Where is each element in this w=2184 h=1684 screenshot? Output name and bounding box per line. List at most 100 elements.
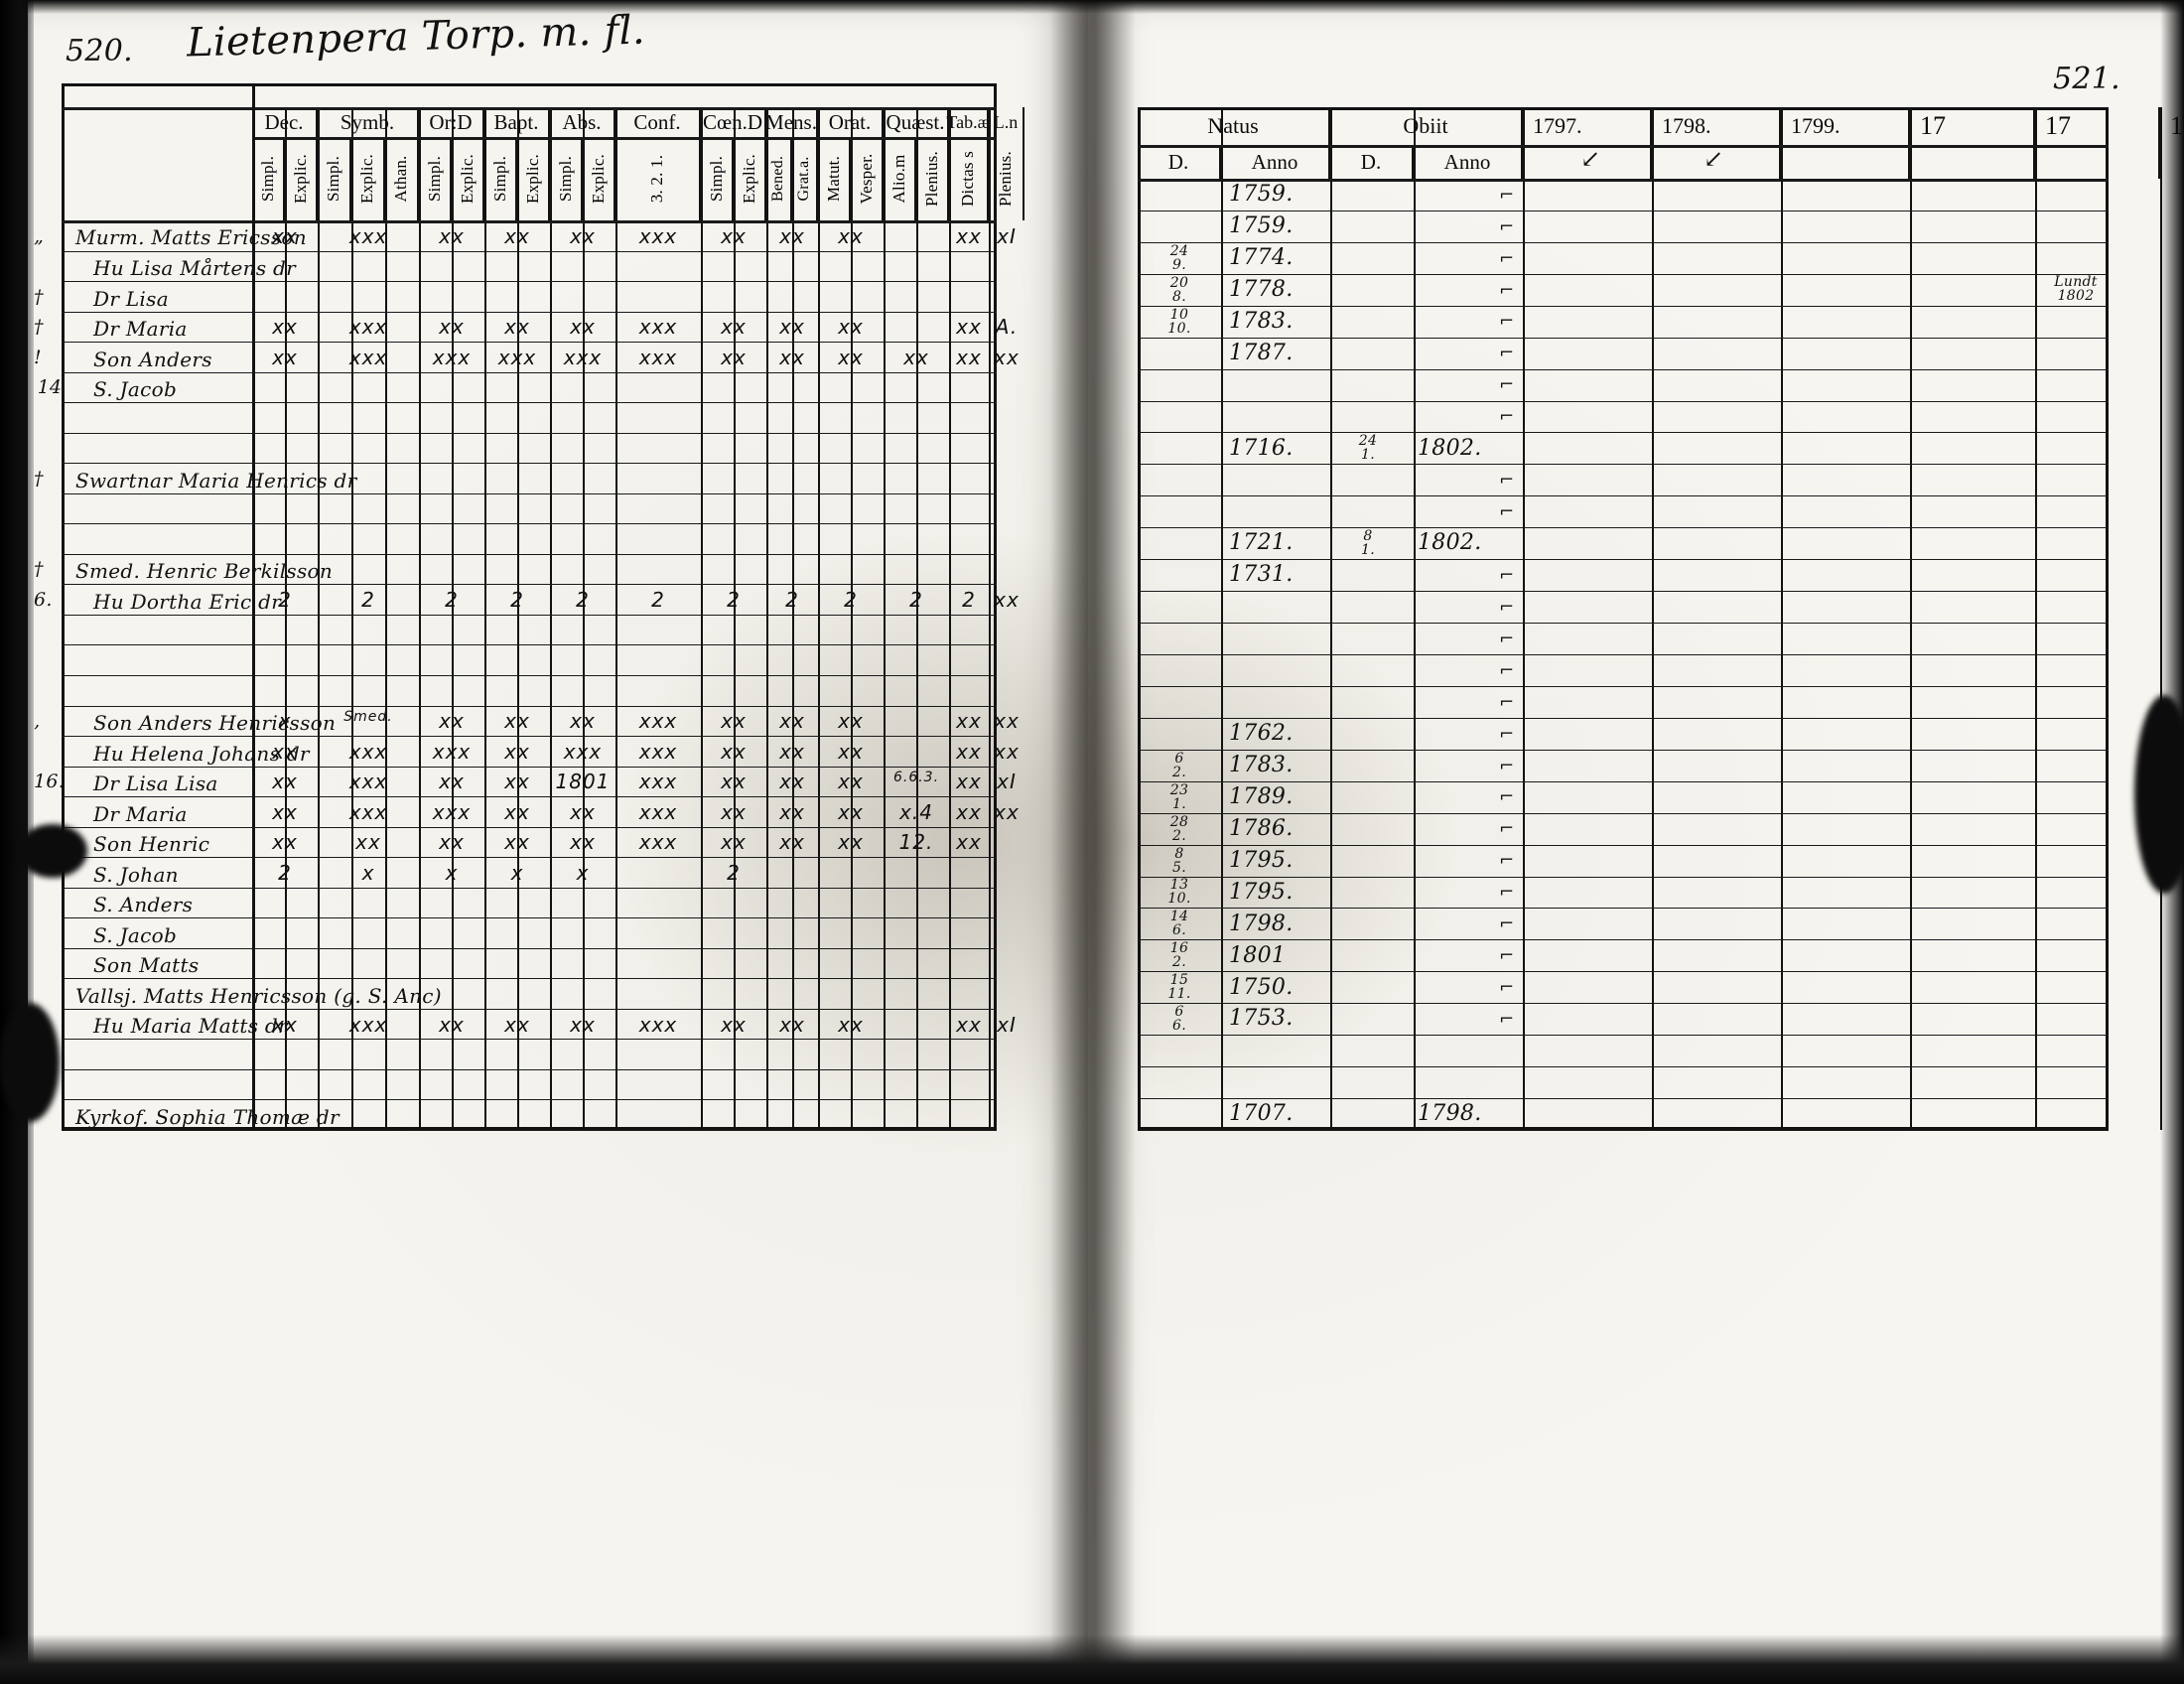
right-header-rule-1 (1138, 145, 2109, 148)
right-row-divider (1138, 749, 2109, 751)
right-column-divider (1910, 107, 1912, 1130)
column-sub-header: Explic. (734, 137, 766, 220)
natus-day: 16 2. (1169, 940, 1189, 971)
column-sub-header-label: Vesper. (856, 153, 876, 205)
attendance-mark: xxx (638, 315, 678, 340)
attendance-mark: 2 (576, 588, 590, 613)
column-divider (792, 107, 794, 1130)
row-divider (62, 371, 997, 373)
attendance-mark: 2 (278, 860, 292, 885)
right-row-divider (1138, 591, 2109, 593)
attendance-mark: xx (838, 709, 864, 734)
row-divider (62, 342, 997, 344)
column-sub-header-label: Grat.a. (795, 156, 812, 202)
row-divider (62, 553, 997, 555)
column-sub-header: Dictas s (949, 137, 989, 220)
column-group-header: L.n (989, 107, 1024, 137)
abiit-note: Lundt 1802 (2054, 274, 2098, 305)
column-sub-header-label: Explic. (290, 153, 310, 205)
attendance-mark: xx (838, 739, 864, 764)
right-column-subheader (2035, 145, 2160, 179)
natus-year: 1707. (1229, 1101, 1294, 1127)
scan-edge-top (0, 0, 2184, 14)
natus-year: 1759. (1229, 213, 1294, 239)
attendance-mark: 2 (727, 588, 741, 613)
attendance-mark: Smed. (343, 709, 393, 726)
column-sub-header: Plenius. (916, 137, 949, 220)
natus-year: 1759. (1229, 182, 1294, 208)
right-column-subheader: D. (1138, 145, 1221, 179)
column-divider (484, 107, 486, 1130)
attendance-mark: x (576, 860, 590, 885)
attendance-mark: xx (903, 345, 929, 369)
margin-mark: ‚ (34, 710, 41, 733)
column-sub-header-label: Explic. (357, 153, 376, 205)
attendance-mark: 2 (278, 588, 292, 613)
attendance-mark: xx (570, 709, 596, 734)
column-divider (385, 107, 387, 1130)
column-sub-header: Plenius. (989, 137, 1024, 220)
natus-year: 1787. (1229, 340, 1294, 365)
scan-blot-3 (2134, 695, 2184, 894)
row-divider (62, 857, 997, 859)
scan-blot-2 (0, 1003, 60, 1122)
attendance-mark: xxx (432, 345, 472, 369)
right-row-divider (1138, 939, 2109, 941)
attendance-mark: xx (272, 345, 298, 369)
column-sub-header: Simpl. (419, 137, 452, 220)
natus-day: 15 11. (1167, 972, 1191, 1003)
right-column-divider (1138, 107, 1140, 1130)
column-sub-header-label: Athan. (391, 155, 410, 203)
header-rule-mid (252, 137, 997, 140)
column-divider (550, 107, 552, 1130)
row-divider (62, 311, 997, 313)
column-sub-header-label: Dictas s (958, 151, 977, 207)
attendance-mark: xx (779, 1012, 805, 1037)
name-column-divider (252, 83, 255, 1130)
ditto-stroke: ⌐ (1499, 343, 1515, 364)
natus-day: 24 9. (1169, 242, 1189, 273)
natus-day: 20 8. (1169, 274, 1189, 305)
right-column-subheader (1523, 145, 1652, 179)
attendance-mark: xx (838, 1012, 864, 1037)
right-row-divider (1138, 685, 2109, 687)
column-group-header: Symb. (318, 107, 419, 137)
name-entry: Son Matts (93, 953, 200, 978)
column-sub-header-label: Simpl. (706, 155, 726, 203)
right-column-header: 17 (1910, 107, 2035, 145)
attendance-mark: 2 (651, 588, 665, 613)
attendance-mark: x.4 (899, 799, 933, 824)
left-page-paper (28, 0, 1088, 1684)
attendance-mark: 6.6.3. (892, 770, 940, 786)
right-row-divider (1138, 876, 2109, 878)
ditto-stroke: ⌐ (1499, 311, 1515, 333)
column-sub-header-label: 3. 2. 1. (647, 154, 666, 204)
attendance-mark: xx (721, 345, 747, 369)
attendance-mark: xxx (638, 709, 678, 734)
row-divider (62, 826, 997, 828)
attendance-mark: xx (439, 1012, 465, 1037)
natus-year: 1753. (1229, 1006, 1294, 1032)
name-entry: Dr Lisa Lisa (93, 772, 218, 796)
right-column-subheader (1910, 145, 2035, 179)
column-divider (351, 107, 353, 1130)
column-divider (884, 107, 886, 1130)
ditto-stroke: ⌐ (1499, 977, 1515, 999)
natus-year: 1786. (1229, 815, 1294, 841)
right-row-divider (1138, 527, 2109, 529)
obiit-year: 1802. (1418, 530, 1482, 556)
column-sub-header: Explic. (351, 137, 385, 220)
scan-edge-bottom (0, 1634, 2184, 1684)
column-group-header: Dec. (252, 107, 318, 137)
right-column-divider (1781, 107, 1783, 1130)
natus-day: 13 10. (1167, 877, 1191, 908)
right-column-subheader: Anno (1414, 145, 1523, 179)
attendance-mark: xx (838, 830, 864, 855)
natus-day: 6 6. (1172, 1004, 1186, 1035)
attendance-mark: xx (721, 1012, 747, 1037)
column-divider (701, 107, 703, 1130)
attendance-mark: xx (570, 1012, 596, 1037)
right-header-rule-2 (1138, 179, 2109, 182)
margin-mark: † (34, 285, 44, 308)
right-row-divider (1138, 1130, 2109, 1131)
